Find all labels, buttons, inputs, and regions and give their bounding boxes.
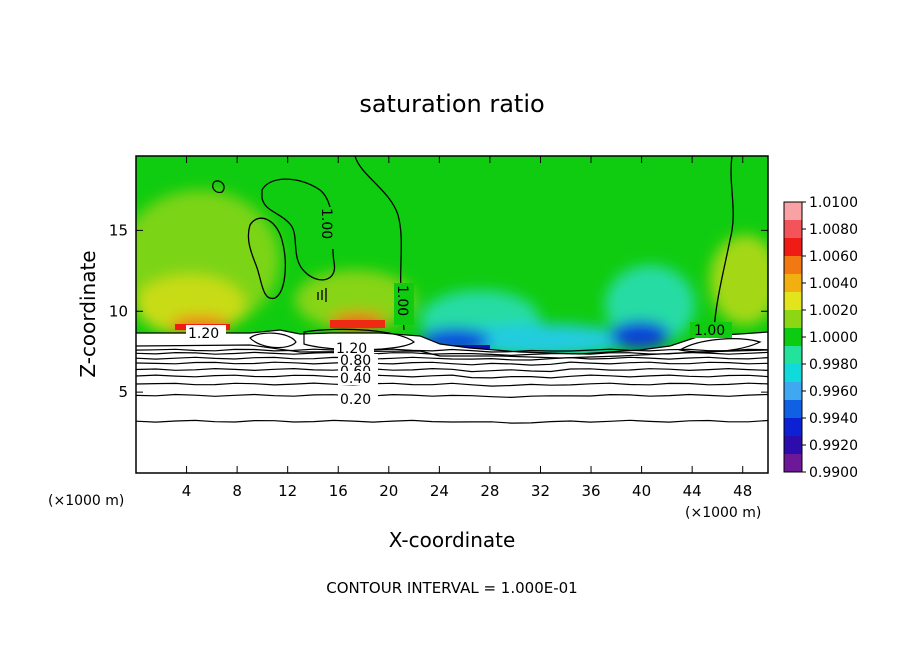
contour-line-6: [136, 356, 768, 361]
contour-line-0: [136, 419, 768, 424]
x-axis-title: X-coordinate: [389, 528, 516, 552]
colorbar-swatch-12: [784, 418, 802, 437]
field-blob-mid-yellow: [295, 270, 415, 330]
colorbar-swatch-4: [784, 274, 802, 293]
colorbar-label-10: 0.9900: [809, 465, 858, 481]
contour-line-8: [136, 348, 768, 353]
colorbar-swatch-5: [784, 292, 802, 311]
x-tick-label-2: 12: [278, 482, 297, 500]
contour-label-9: 0.20: [340, 392, 371, 408]
contour-label-bg-9: [338, 391, 378, 406]
x-tick-label-0: 4: [182, 482, 192, 500]
contour-cloud-base-main: [136, 329, 768, 355]
contour-interval-note: CONTOUR INTERVAL = 1.000E-01: [326, 579, 577, 597]
contour-tick-mark: [317, 288, 327, 302]
colorbar-swatch-10: [784, 382, 802, 401]
contours-cloud-base: [136, 328, 768, 359]
colorbar-swatch-13: [784, 436, 802, 455]
contour-label-bg-1: [316, 207, 336, 249]
contour-line-7: [136, 351, 768, 357]
y-tick-label-1: 10: [109, 302, 128, 320]
x-tick-label-4: 20: [379, 482, 398, 500]
colorbar-label-4: 1.0020: [809, 303, 858, 319]
colorbar-label-1: 1.0080: [809, 222, 858, 238]
contour-label-group: 1.00 1.00 1.00 1.20 1.20 0.80 0.60 0.40 …: [186, 207, 732, 408]
contour-label-3: 1.00: [694, 323, 725, 339]
contours-upper: [212, 156, 734, 331]
colorbar-swatch-1: [784, 220, 802, 239]
contour-loop-b: [303, 328, 415, 351]
x-unit-left: (×1000 m): [48, 493, 124, 509]
contour-label-bg-6: [338, 354, 378, 367]
y-axis-title: Z-coordinate: [76, 250, 100, 377]
colorbar-swatch-6: [784, 310, 802, 329]
contour-label-bg-4: [186, 325, 226, 340]
colorbar-swatch-7: [784, 328, 802, 347]
colorbar-swatch-2: [784, 238, 802, 257]
colorbar-swatch-8: [784, 346, 802, 365]
contour-small-loop: [212, 180, 225, 194]
contour-line-5: [136, 361, 768, 366]
contour-label-2: 1.00: [394, 285, 410, 316]
x-tick-label-8: 36: [581, 482, 600, 500]
contour-loop-a: [249, 332, 297, 349]
x-unit-right: (×1000 m): [685, 505, 761, 521]
contour-closed-loop-inner: [247, 217, 286, 299]
colorbar-swatch-14: [784, 454, 802, 473]
y-tick-label-0: 5: [118, 383, 128, 401]
colorbar-label-8: 0.9940: [809, 411, 858, 427]
colorbar-label-5: 1.0000: [809, 330, 858, 346]
colorbar-swatch-11: [784, 400, 802, 419]
contour-line-4: [136, 367, 768, 373]
field-blob-lightblue: [450, 324, 630, 356]
x-tick-label-7: 32: [531, 482, 550, 500]
contour-line-1: [136, 393, 768, 399]
x-tick-label-10: 44: [683, 482, 702, 500]
x-tick-label-5: 24: [430, 482, 449, 500]
chart-title: saturation ratio: [359, 90, 544, 118]
contour-label-4: 1.20: [188, 326, 219, 342]
contour-label-6: 0.80: [340, 353, 371, 369]
contour-closed-loop-outer: [261, 178, 336, 281]
field-blob-right-yellow: [710, 235, 768, 325]
colorbar-swatch-9: [784, 364, 802, 383]
colorbar-label-0: 1.0100: [809, 195, 858, 211]
contour-vertical-line-right: [713, 156, 734, 331]
x-axis-ticks: 4 8 12 16 20 24 28 32 36 40 44 48: [182, 156, 752, 500]
colorbar-swatch-0: [784, 202, 802, 221]
x-tick-label-11: 48: [733, 482, 752, 500]
contour-label-5: 1.20: [336, 341, 367, 357]
field-blob-blue-right: [610, 321, 670, 349]
contour-label-bg-3: [690, 322, 732, 338]
plot-area: 1.00 1.00 1.00 1.20 1.20 0.80 0.60 0.40 …: [136, 156, 768, 473]
colorbar-label-2: 1.0060: [809, 249, 858, 265]
contour-vertical-line-left: [354, 156, 405, 331]
contour-label-8: 0.40: [340, 371, 371, 387]
contour-line-3: [136, 374, 768, 379]
x-tick-label-1: 8: [232, 482, 242, 500]
contours-lower: [136, 348, 768, 424]
below-cloud-base-region: [136, 330, 768, 473]
x-tick-label-9: 40: [632, 482, 651, 500]
contour-label-bg-5: [334, 340, 374, 355]
colorbar-label-6: 0.9980: [809, 357, 858, 373]
contour-loop-c: [678, 338, 762, 353]
contour-line-2: [136, 382, 768, 387]
colorbar-swatch-3: [784, 256, 802, 275]
field-red-band-mid: [330, 320, 385, 328]
y-axis-ticks: 5 10 15: [109, 221, 768, 401]
colorbar: 1.0100 1.0080 1.0060 1.0040 1.0020 1.0000 0.99…: [783, 195, 858, 481]
contour-label-bg-2: [394, 283, 414, 325]
contour-label-bg-8: [338, 371, 378, 385]
contour-label-1: 1.00: [318, 208, 334, 239]
x-tick-label-6: 28: [480, 482, 499, 500]
colorbar-label-3: 1.0040: [809, 276, 858, 292]
y-tick-label-2: 15: [109, 221, 128, 239]
x-tick-label-3: 16: [329, 482, 348, 500]
field-shading: [136, 190, 768, 356]
colorbar-label-7: 0.9960: [809, 384, 858, 400]
colorbar-label-9: 0.9920: [809, 438, 858, 454]
plot-frame: [135, 155, 769, 474]
